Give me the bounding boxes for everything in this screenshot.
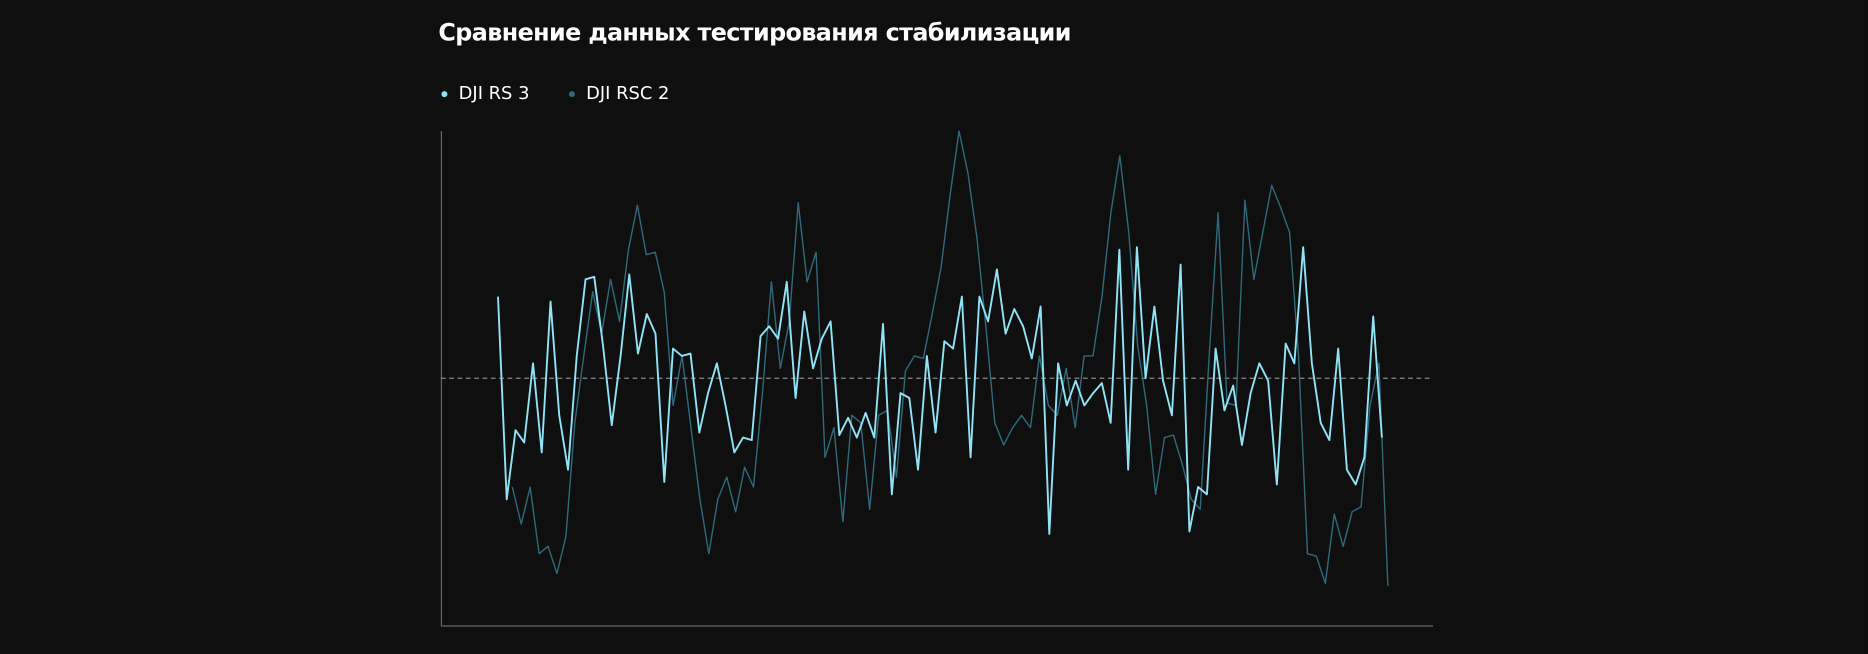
chart-title: Сравнение данных тестирования стабилизац… <box>438 19 1070 47</box>
series-line <box>497 246 1383 535</box>
legend-label: DJI RSC 2 <box>586 83 669 104</box>
legend-label: DJI RS 3 <box>459 83 530 104</box>
legend-marker <box>441 91 448 98</box>
legend-marker <box>568 91 575 98</box>
series-line <box>511 130 1389 586</box>
